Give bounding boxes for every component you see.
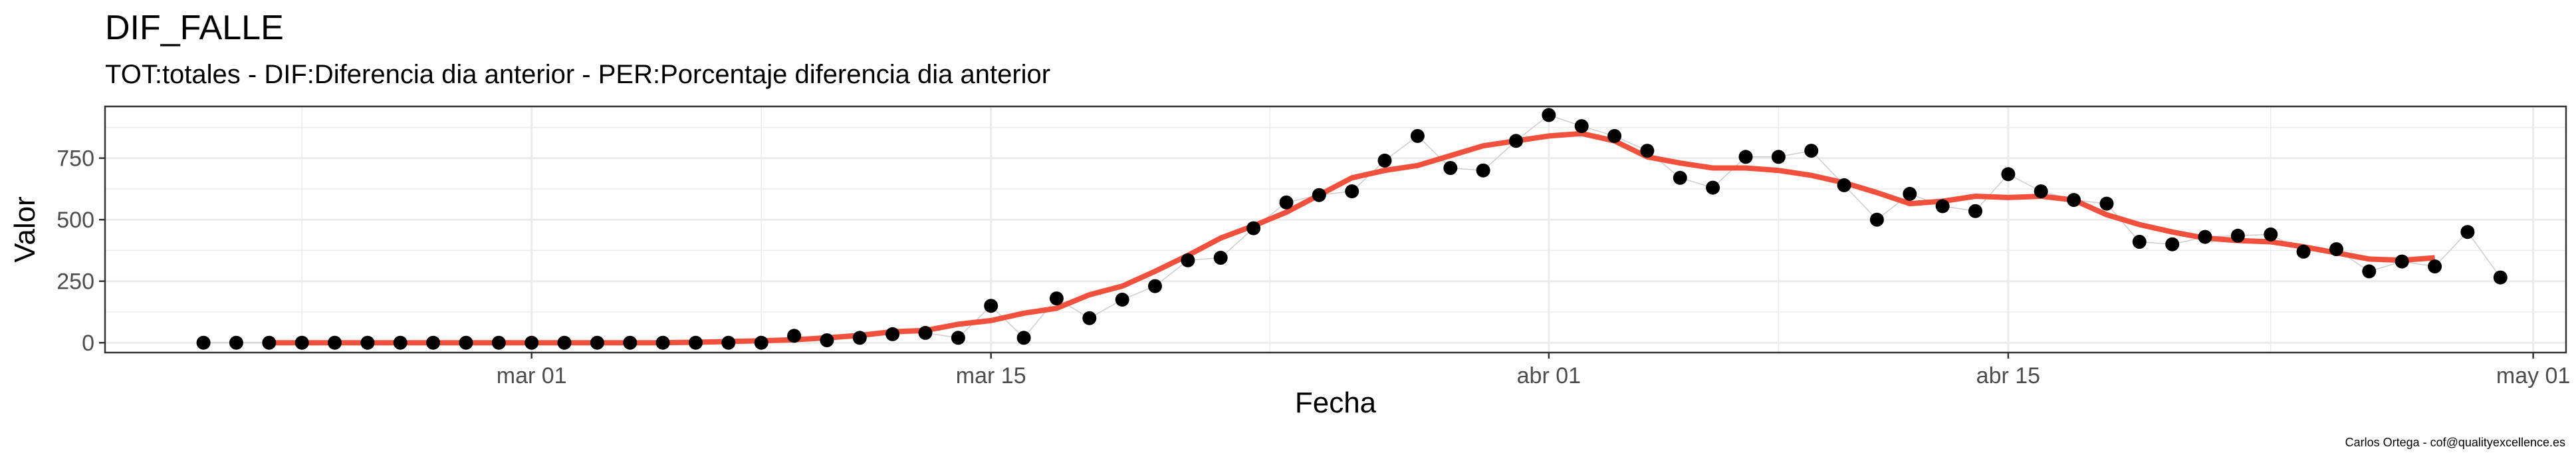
data-point — [1246, 221, 1261, 235]
data-point — [1312, 188, 1326, 202]
data-point — [2198, 230, 2212, 244]
data-point — [623, 335, 638, 350]
data-point — [2230, 228, 2245, 243]
data-point — [1049, 291, 1064, 306]
data-point — [393, 335, 408, 350]
data-point — [2329, 242, 2343, 257]
data-point — [1706, 180, 1720, 195]
data-point — [2395, 254, 2409, 269]
caption: Carlos Ortega - cof@qualityexcellence.es — [2345, 436, 2565, 449]
grid-layer — [105, 106, 2566, 353]
data-point — [1869, 212, 1884, 227]
y-tick-label: 500 — [57, 208, 94, 233]
data-point — [721, 335, 736, 350]
y-tick-label: 750 — [57, 146, 94, 172]
data-point — [2034, 184, 2048, 199]
data-point — [459, 335, 473, 350]
data-point — [1968, 204, 1982, 218]
data-point — [2264, 227, 2278, 241]
data-point — [2460, 225, 2475, 239]
y-tick-label: 0 — [82, 331, 94, 356]
data-point — [196, 335, 211, 350]
data-point — [984, 299, 998, 313]
data-point — [2362, 264, 2377, 279]
data-point — [360, 335, 375, 350]
data-point — [1345, 184, 1359, 199]
data-point — [951, 331, 965, 345]
y-axis-title: Valor — [9, 196, 41, 262]
data-point — [1607, 128, 1622, 143]
data-point — [1771, 150, 1786, 164]
data-point — [1115, 292, 1129, 307]
x-tick-label: mar 01 — [497, 363, 567, 388]
data-point — [1804, 144, 1819, 158]
data-point — [1443, 161, 1458, 175]
data-point — [1542, 108, 1556, 122]
data-point — [918, 325, 933, 340]
data-point — [262, 335, 277, 350]
data-point — [852, 331, 867, 345]
data-point — [2099, 196, 2114, 211]
data-layer — [196, 108, 2508, 350]
data-point — [1181, 253, 1195, 267]
x-tick-label: abr 01 — [1517, 363, 1581, 388]
data-point — [328, 335, 342, 350]
chart-subtitle: TOT:totales - DIF:Diferencia dia anterio… — [105, 60, 1051, 89]
x-tick-label: may 01 — [2496, 363, 2571, 388]
data-point — [2296, 244, 2311, 259]
data-point — [787, 329, 802, 343]
data-point — [2428, 259, 2442, 273]
data-point — [885, 327, 900, 341]
data-point — [1738, 150, 1753, 164]
data-point — [1903, 186, 1917, 201]
x-tick-label: abr 15 — [1976, 363, 2040, 388]
data-point — [2132, 235, 2147, 249]
smooth-line — [269, 130, 2435, 346]
data-point — [1213, 251, 1228, 265]
data-point — [1148, 279, 1162, 293]
data-point — [689, 335, 703, 350]
data-point — [2067, 193, 2081, 208]
chart-title: DIF_FALLE — [105, 9, 284, 47]
data-point — [820, 333, 834, 347]
data-point — [655, 335, 670, 350]
data-point — [2493, 270, 2508, 285]
data-point — [1673, 170, 1687, 185]
data-point — [491, 335, 506, 350]
data-point — [229, 335, 243, 350]
data-point — [1476, 163, 1490, 178]
data-point — [2165, 237, 2180, 251]
data-point — [1279, 195, 1294, 210]
data-point — [1640, 144, 1655, 158]
data-point — [2001, 167, 2016, 182]
data-point — [1082, 311, 1097, 325]
data-point — [590, 335, 604, 350]
panel-border — [104, 105, 2567, 354]
data-point — [1410, 128, 1425, 143]
data-point — [294, 335, 309, 350]
data-point — [1509, 134, 1523, 148]
x-axis-title: Fecha — [1295, 387, 1377, 419]
data-point — [557, 335, 572, 350]
data-point — [1377, 153, 1392, 168]
data-point — [426, 335, 441, 350]
data-point — [754, 335, 768, 350]
x-tick-label: mar 15 — [956, 363, 1026, 388]
data-point — [525, 335, 539, 350]
axis-layer: mar 01 mar 15 abr 01 abr 15 may 01 0 250 500 750 — [57, 146, 2570, 388]
data-point — [1935, 199, 1950, 214]
data-point — [1574, 119, 1589, 134]
y-tick-label: 250 — [57, 269, 94, 295]
data-point — [1016, 331, 1031, 345]
data-point — [1837, 178, 1851, 192]
